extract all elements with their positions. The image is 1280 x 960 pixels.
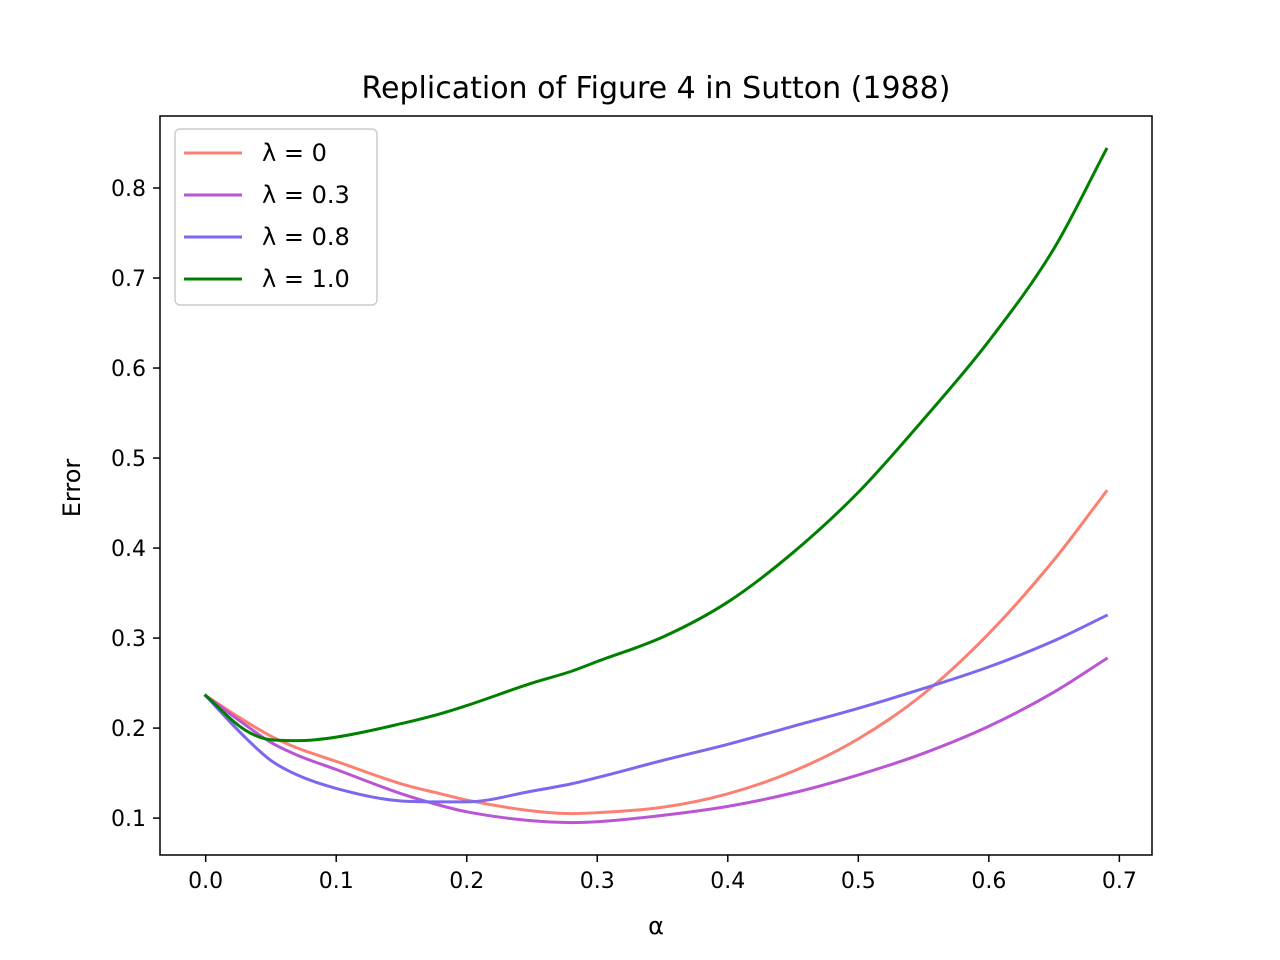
- x-tick-label: 0.2: [449, 869, 484, 894]
- chart-title: Replication of Figure 4 in Sutton (1988): [362, 71, 951, 106]
- series-line-3: [203, 147, 1109, 743]
- y-tick-label: 0.1: [111, 807, 146, 832]
- plot-lines: [203, 147, 1109, 825]
- x-tick-label: 0.6: [971, 869, 1006, 894]
- y-tick-label: 0.6: [111, 357, 146, 382]
- y-tick-label: 0.4: [111, 537, 146, 562]
- y-axis-label: Error: [58, 459, 86, 518]
- y-tick-label: 0.8: [111, 177, 146, 202]
- plot-frame: [159, 115, 1153, 856]
- x-tick-label: 0.7: [1102, 869, 1137, 894]
- legend-entry-label: λ = 0: [262, 139, 327, 167]
- legend: λ = 0 λ = 0.3 λ = 0.8 λ = 1.0: [174, 128, 378, 306]
- x-tick-label: 0.4: [710, 869, 745, 894]
- x-tick-label: 0.3: [580, 869, 615, 894]
- x-axis-label: α: [648, 912, 664, 940]
- series-line-2: [203, 613, 1109, 804]
- legend-entry-label: λ = 1.0: [262, 265, 350, 293]
- series-line-0: [203, 489, 1109, 816]
- x-tick-label: 0.5: [841, 869, 876, 894]
- legend-entry-label: λ = 0.3: [262, 181, 350, 209]
- y-tick-label: 0.3: [111, 627, 146, 652]
- legend-entry-label: λ = 0.8: [262, 223, 350, 251]
- x-tick-label: 0.1: [319, 869, 354, 894]
- series-line-1: [203, 656, 1109, 825]
- y-tick-label: 0.5: [111, 447, 146, 472]
- x-axis: 0.0 0.1 0.2 0.3 0.4 0.5 0.6 0.7: [188, 855, 1137, 894]
- x-tick-label: 0.0: [188, 869, 223, 894]
- y-axis: 0.1 0.2 0.3 0.4 0.5 0.6 0.7 0.8: [111, 177, 160, 832]
- y-tick-label: 0.7: [111, 267, 146, 292]
- y-tick-label: 0.2: [111, 717, 146, 742]
- legend-box: [174, 128, 378, 306]
